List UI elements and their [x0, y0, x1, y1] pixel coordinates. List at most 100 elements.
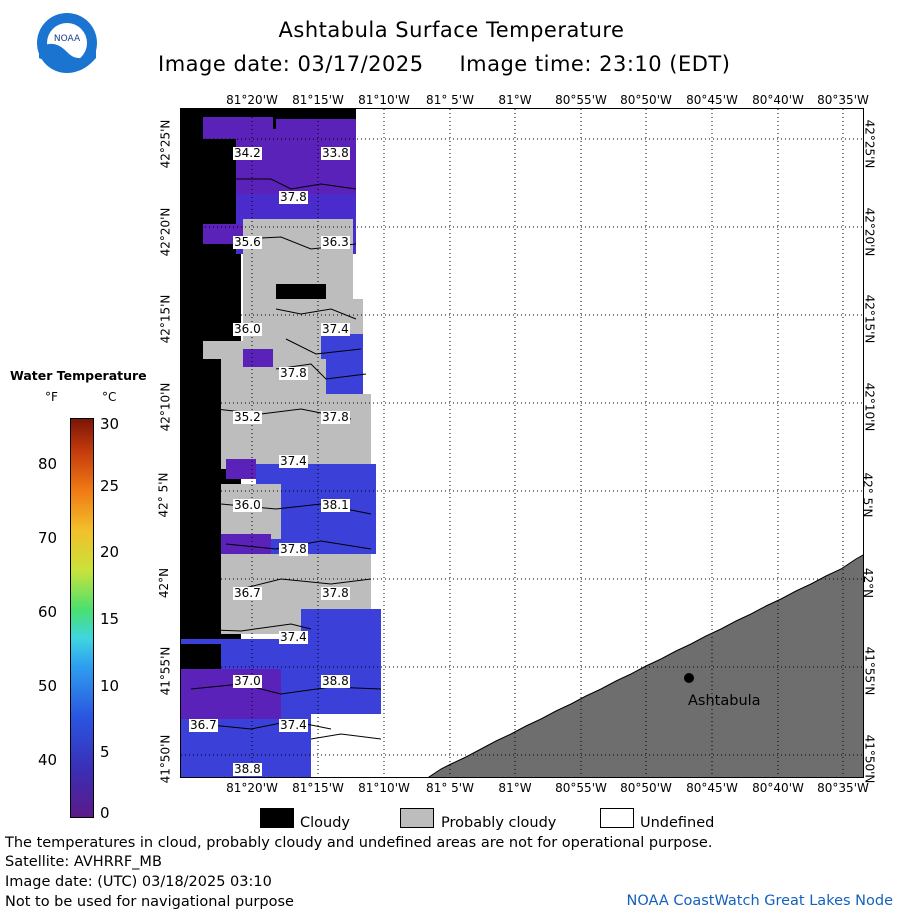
water-region	[226, 459, 256, 479]
temp-label: 33.8	[321, 146, 350, 160]
water-region	[301, 609, 381, 639]
lat-label-left: 42°25'N	[158, 119, 173, 169]
utc-date: Image date: (UTC) 03/18/2025 03:10	[5, 874, 272, 890]
c-tick: 10	[100, 677, 120, 695]
lon-label-top: 80°40'W	[752, 93, 804, 107]
lon-label-bottom: 81° 5'W	[426, 781, 474, 795]
lon-label-top: 81°10'W	[358, 93, 410, 107]
cloudy-swatch	[260, 808, 294, 828]
lat-label-left: 41°50'N	[158, 734, 173, 784]
lon-label-bottom: 80°35'W	[817, 781, 869, 795]
c-tick: 25	[100, 477, 120, 495]
page-title: Ashtabula Surface Temperature	[278, 18, 625, 42]
temp-label: 37.0	[233, 674, 262, 688]
temp-label: 35.2	[233, 410, 262, 424]
legend-title: Water Temperature	[10, 368, 147, 383]
temp-label: 38.8	[321, 674, 350, 688]
temp-label: 38.1	[321, 498, 350, 512]
logo-text: NOAA	[54, 34, 81, 44]
undefined-region	[311, 714, 381, 777]
lon-label-bottom: 80°55'W	[555, 781, 607, 795]
lon-label-top: 80°45'W	[686, 93, 738, 107]
c-tick: 15	[100, 610, 120, 628]
temp-label: 37.8	[321, 586, 350, 600]
temp-label: 35.6	[233, 235, 262, 249]
f-tick: 70	[38, 529, 58, 547]
f-tick: 50	[38, 677, 58, 695]
probably-cloudy-region	[321, 394, 371, 469]
f-tick: 40	[38, 751, 58, 769]
lon-label-bottom: 81°20'W	[226, 781, 278, 795]
image-date-time: Image date: 03/17/2025 Image time: 23:10…	[158, 52, 731, 76]
temp-label: 37.4	[279, 718, 308, 732]
lon-label-bottom: 81°15'W	[292, 781, 344, 795]
noaa-logo: NOAA	[36, 12, 98, 78]
c-tick: 0	[100, 804, 110, 822]
temp-label: 37.4	[279, 454, 308, 468]
temp-label: 36.0	[233, 322, 262, 336]
lat-label-left: 42°15'N	[158, 294, 173, 344]
lat-label-right: 42°25'N	[862, 119, 877, 169]
lat-label-right: 41°50'N	[862, 734, 877, 784]
temp-label: 37.8	[279, 190, 308, 204]
lat-label-left: 42°20'N	[158, 207, 173, 257]
lon-label-bottom: 81°W	[498, 781, 532, 795]
temp-label: 38.8	[233, 762, 262, 776]
lat-label-right: 42°15'N	[862, 294, 877, 344]
lon-label-top: 81°W	[498, 93, 532, 107]
navigation-warning: Not to be used for navigational purpose	[5, 894, 294, 910]
disclaimer: The temperatures in cloud, probably clou…	[5, 835, 713, 851]
cloudy-label: Cloudy	[300, 815, 350, 831]
lon-label-top: 80°55'W	[555, 93, 607, 107]
temperature-map[interactable]: 34.2 33.8 37.8 35.6 36.3 36.0 37.4 37.8 …	[180, 108, 864, 778]
c-tick: 20	[100, 543, 120, 561]
undefined-label: Undefined	[640, 815, 715, 831]
lon-label-bottom: 80°45'W	[686, 781, 738, 795]
f-tick: 80	[38, 455, 58, 473]
lon-label-bottom: 80°50'W	[620, 781, 672, 795]
color-scale-bar	[70, 418, 94, 818]
lon-label-top: 81°15'W	[292, 93, 344, 107]
lat-label-right: 41°55'N	[862, 646, 877, 696]
temp-label: 36.0	[233, 498, 262, 512]
cloudy-region	[276, 284, 326, 302]
water-region	[243, 349, 273, 367]
lat-label-left: 42° 5'N	[156, 472, 171, 518]
temp-label: 36.7	[189, 718, 218, 732]
probably-cloudy-region	[203, 341, 243, 359]
credit-link[interactable]: NOAA CoastWatch Great Lakes Node	[626, 893, 893, 909]
lat-label-right: 42°10'N	[862, 382, 877, 432]
lat-label-right: 42°20'N	[862, 207, 877, 257]
water-region	[181, 669, 281, 719]
water-region	[276, 119, 356, 139]
c-tick: 30	[100, 415, 120, 433]
land-region	[428, 554, 863, 777]
temp-label: 37.4	[279, 630, 308, 644]
lon-label-top: 81° 5'W	[426, 93, 474, 107]
water-region	[236, 129, 356, 194]
lon-label-top: 81°20'W	[226, 93, 278, 107]
temp-label: 36.7	[233, 586, 262, 600]
temp-label: 37.4	[321, 322, 350, 336]
satellite-info: Satellite: AVHRRF_MB	[5, 854, 162, 870]
f-tick: 60	[38, 603, 58, 621]
probably-cloudy-swatch	[400, 808, 434, 828]
lat-label-left: 42°N	[157, 567, 172, 599]
lon-label-bottom: 80°40'W	[752, 781, 804, 795]
lat-label-left: 41°55'N	[158, 646, 173, 696]
lon-label-top: 80°35'W	[817, 93, 869, 107]
city-marker	[684, 673, 694, 683]
cloudy-region	[181, 601, 221, 636]
temp-label: 37.8	[279, 366, 308, 380]
temp-label: 37.8	[279, 542, 308, 556]
cloudy-region	[181, 644, 221, 669]
unit-celsius: °C	[102, 390, 117, 404]
water-region	[321, 334, 363, 394]
probably-cloudy-label: Probably cloudy	[441, 815, 557, 831]
unit-fahrenheit: °F	[45, 390, 58, 404]
temp-label: 34.2	[233, 146, 262, 160]
undefined-swatch	[600, 808, 634, 828]
temp-label: 37.8	[321, 410, 350, 424]
lon-label-top: 80°50'W	[620, 93, 672, 107]
lat-label-left: 42°10'N	[158, 382, 173, 432]
